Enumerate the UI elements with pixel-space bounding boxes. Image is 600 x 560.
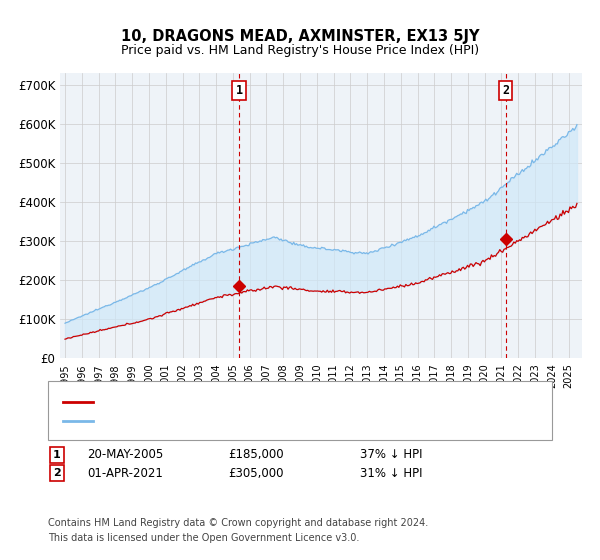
Text: Price paid vs. HM Land Registry's House Price Index (HPI): Price paid vs. HM Land Registry's House … xyxy=(121,44,479,57)
Text: 2: 2 xyxy=(53,468,61,478)
Text: 37% ↓ HPI: 37% ↓ HPI xyxy=(360,448,422,461)
Text: HPI: Average price, detached house, East Devon: HPI: Average price, detached house, East… xyxy=(99,416,369,426)
Text: 01-APR-2021: 01-APR-2021 xyxy=(87,466,163,480)
Text: This data is licensed under the Open Government Licence v3.0.: This data is licensed under the Open Gov… xyxy=(48,533,359,543)
Text: 1: 1 xyxy=(53,450,61,460)
Text: 10, DRAGONS MEAD, AXMINSTER, EX13 5JY (detached house): 10, DRAGONS MEAD, AXMINSTER, EX13 5JY (d… xyxy=(99,396,442,407)
Text: 31% ↓ HPI: 31% ↓ HPI xyxy=(360,466,422,480)
Text: £305,000: £305,000 xyxy=(228,466,284,480)
Text: 20-MAY-2005: 20-MAY-2005 xyxy=(87,448,163,461)
Text: £185,000: £185,000 xyxy=(228,448,284,461)
Text: 2: 2 xyxy=(502,84,509,97)
Text: 1: 1 xyxy=(236,84,243,97)
Text: 10, DRAGONS MEAD, AXMINSTER, EX13 5JY: 10, DRAGONS MEAD, AXMINSTER, EX13 5JY xyxy=(121,29,479,44)
Text: Contains HM Land Registry data © Crown copyright and database right 2024.: Contains HM Land Registry data © Crown c… xyxy=(48,518,428,528)
